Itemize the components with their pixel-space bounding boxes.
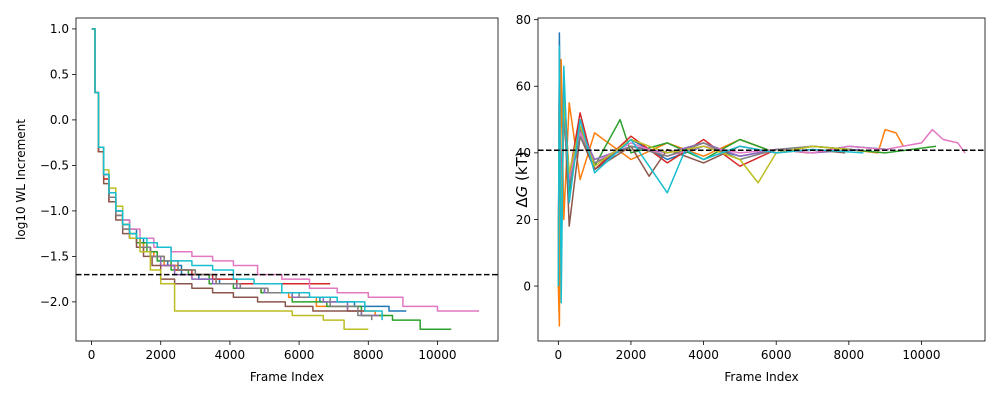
axes-frame	[537, 17, 986, 342]
x-tick-label: 2000	[145, 348, 176, 362]
axes-frame	[75, 17, 499, 342]
series-line-9	[557, 72, 849, 287]
x-tick-label: 2000	[616, 348, 647, 362]
x-tick-label: 8000	[353, 348, 384, 362]
y-tick-label: −2.0	[40, 295, 69, 309]
y-tick-label: 0.0	[50, 113, 69, 127]
y-tick-label: −1.0	[40, 204, 69, 218]
y-axis-label: ΔG (kT)	[513, 151, 531, 207]
x-tick-label: 10000	[902, 348, 940, 362]
y-tick-label: 1.0	[50, 22, 69, 36]
series-line-1	[91, 28, 407, 312]
x-axis-label: Frame Index	[250, 370, 324, 384]
x-axis-label: Frame Index	[724, 370, 798, 384]
x-tick-label: 10000	[418, 348, 456, 362]
x-tick-label: 6000	[761, 348, 792, 362]
series-line-6	[91, 28, 365, 312]
series-line-8	[91, 28, 373, 321]
x-tick-label: 4000	[215, 348, 246, 362]
series-line-4	[91, 28, 331, 285]
y-axis-label: log10 WL Increment	[14, 119, 28, 240]
series-line-10	[91, 28, 383, 321]
y-tick-label: 20	[516, 213, 531, 227]
series-line-1	[557, 32, 889, 287]
wl-increment-panel: 0 2000 4000 6000 8000 10000 −2.0 −1.5 −1.0 −0.5 0.…	[14, 17, 499, 384]
series-line-3	[557, 68, 937, 287]
series-line-8	[557, 92, 853, 287]
plot-area	[76, 28, 498, 330]
plot-area	[538, 32, 985, 327]
series-line-2	[91, 28, 386, 317]
y-tick-label: −1.5	[40, 250, 69, 264]
y-tick-label: 0.5	[50, 68, 69, 82]
series-line-10	[557, 45, 864, 304]
series-line-6	[557, 92, 846, 287]
series-line-2	[557, 58, 904, 327]
y-tick-label: 0	[523, 279, 531, 293]
delta-g-panel: 0 2000 4000 6000 8000 10000 0 20 40 60 80 Frame Ind…	[513, 13, 986, 384]
series-line-5	[91, 28, 379, 317]
series-line-7	[557, 78, 966, 287]
x-tick-label: 0	[88, 348, 96, 362]
y-tick-label: −0.5	[40, 159, 69, 173]
series-line-5	[557, 85, 860, 287]
y-tick-label: 60	[516, 80, 531, 94]
x-tick-label: 6000	[284, 348, 315, 362]
x-tick-label: 8000	[834, 348, 865, 362]
x-tick-label: 4000	[688, 348, 719, 362]
y-tick-label: 40	[516, 146, 531, 160]
x-tick-label: 0	[555, 348, 563, 362]
y-tick-label: 80	[516, 13, 531, 27]
